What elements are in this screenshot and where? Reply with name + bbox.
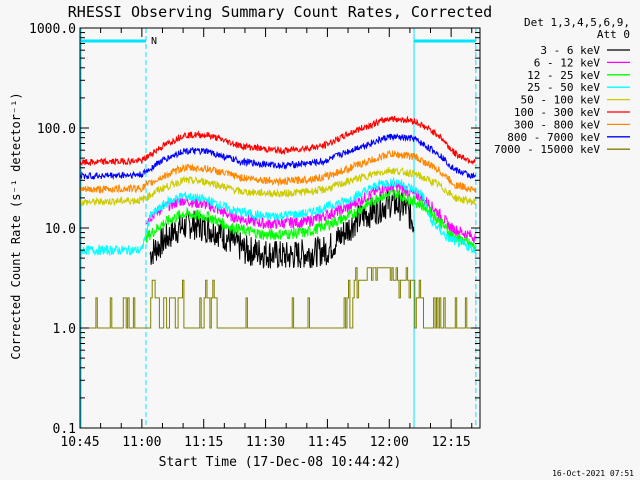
legend-entry-label: 6 - 12 keV (534, 56, 601, 69)
legend-entry-label: 3 - 6 keV (540, 44, 600, 57)
series-line-800-7000-kev (79, 132, 476, 180)
axes-layer: 1000.0 100.0 10.0 1.0 0.110:45 11:00 11:15 11:3… (29, 22, 481, 450)
x-tick-label: 11:30 (246, 435, 285, 450)
legend-entry-label: 25 - 50 keV (527, 81, 600, 94)
x-tick-label: 10:45 (60, 435, 99, 450)
y-tick-label: 1.0 (53, 322, 76, 337)
y-axis-label: Corrected Count Rate (s⁻¹ detector⁻¹) (9, 92, 23, 359)
series-line-50-100-kev (79, 167, 476, 207)
y-tick-label: 10.0 (45, 222, 76, 237)
series-layer (79, 115, 476, 329)
legend-entry-label: 100 - 300 keV (514, 106, 600, 119)
legend-entry-label: 800 - 7000 keV (507, 131, 600, 144)
series-line-12-25-kev (145, 188, 476, 251)
legend-header-line-2: Att 0 (597, 28, 630, 41)
y-tick-label: 100.0 (37, 122, 76, 137)
x-tick-label: 11:15 (184, 435, 223, 450)
x-tick-label: 12:15 (432, 435, 471, 450)
chart-title: RHESSI Observing Summary Count Rates, Co… (68, 3, 492, 21)
legend-header-line-1: Det 1,3,4,5,6,9, (524, 16, 630, 29)
generation-timestamp: 16-Oct-2021 07:51 (552, 469, 634, 478)
plot-background (80, 28, 480, 428)
series-line-100-300-kev (79, 115, 476, 167)
series-line-7000-15000-kev (80, 267, 476, 329)
y-tick-label: 0.1 (53, 422, 76, 437)
y-tick-label: 1000.0 (29, 22, 76, 37)
x-tick-label: 11:45 (308, 435, 347, 450)
legend-entry-label: 50 - 100 keV (521, 94, 601, 107)
x-tick-label: 12:00 (370, 435, 409, 450)
plot-area (80, 28, 480, 428)
legend-entry-label: 7000 - 15000 keV (494, 143, 600, 156)
x-axis-label: Start Time (17-Dec-08 10:44:42) (159, 455, 402, 470)
flag-label: N (151, 36, 157, 47)
x-tick-label: 11:00 (122, 435, 161, 450)
legend-entry-label: 12 - 25 keV (527, 69, 600, 82)
series-line-3-6-kev (149, 189, 415, 270)
legend-entry-label: 300 - 800 keV (514, 118, 600, 131)
series-line-25-50-kev (79, 177, 476, 257)
series-line-300-800-kev (79, 149, 476, 195)
